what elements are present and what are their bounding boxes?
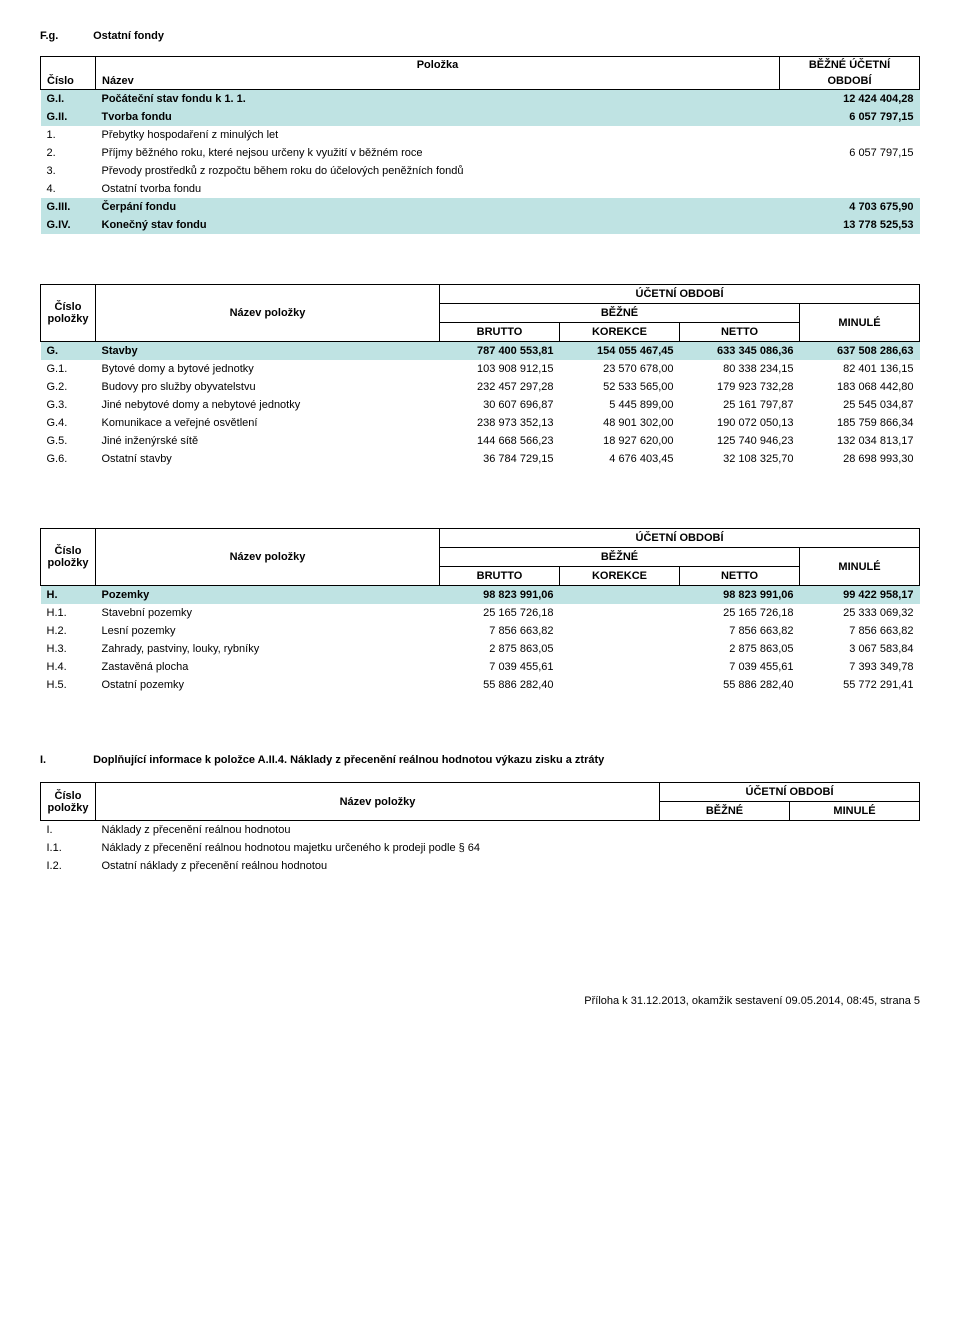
section-code: F.g. [40,30,90,42]
table-row: I.2.Ostatní náklady z přecenění reálnou … [41,857,920,875]
table-row: G.3.Jiné nebytové domy a nebytové jednot… [41,396,920,414]
table-row: I.Náklady z přecenění reálnou hodnotou [41,821,920,840]
table-pozemky: Číslopoložky Název položky ÚČETNÍ OBDOBÍ… [40,528,920,694]
table-row: H.5.Ostatní pozemky55 886 282,4055 886 2… [41,676,920,694]
table-row: G.IV.Konečný stav fondu13 778 525,53 [41,216,920,234]
table-row: I.1.Náklady z přecenění reálnou hodnotou… [41,839,920,857]
table-row: H.3.Zahrady, pastviny, louky, rybníky2 8… [41,640,920,658]
table-row: 4.Ostatní tvorba fondu [41,180,920,198]
table-fondy: Číslo Položka BĚŽNÉ ÚČETNÍ Název OBDOBÍ … [40,56,920,234]
table-row: H.2.Lesní pozemky7 856 663,827 856 663,8… [41,622,920,640]
section-title: Ostatní fondy [93,30,164,42]
table-row: H.1.Stavební pozemky25 165 726,1825 165 … [41,604,920,622]
page-footer: Příloha k 31.12.2013, okamžik sestavení … [40,995,920,1007]
col-nazev: Název [102,75,134,87]
table-row: 2.Příjmy běžného roku, které nejsou urče… [41,144,920,162]
table-row: G.5.Jiné inženýrské sítě144 668 566,2318… [41,432,920,450]
table-row: H.4.Zastavěná plocha7 039 455,617 039 45… [41,658,920,676]
table-row: 3.Převody prostředků z rozpočtu během ro… [41,162,920,180]
table-row: G.6.Ostatní stavby36 784 729,154 676 403… [41,450,920,468]
col-polozka: Položka [417,59,459,71]
table-row: G.1.Bytové domy a bytové jednotky103 908… [41,360,920,378]
table-row: 1.Přebytky hospodaření z minulých let [41,126,920,144]
table-row: G.4.Komunikace a veřejné osvětlení238 97… [41,414,920,432]
table-stavby: Číslopoložky Název položky ÚČETNÍ OBDOBÍ… [40,284,920,468]
table-row: G.I.Počáteční stav fondu k 1. 1.12 424 4… [41,90,920,109]
table-row: G.II.Tvorba fondu6 057 797,15 [41,108,920,126]
table-row: H.Pozemky98 823 991,0698 823 991,0699 42… [41,586,920,605]
col-obdobi-2: OBDOBÍ [828,75,872,87]
table-row: G.III.Čerpání fondu4 703 675,90 [41,198,920,216]
table-row: G.2.Budovy pro služby obyvatelstvu232 45… [41,378,920,396]
table-sectioni: Číslopoložky Název položky ÚČETNÍ OBDOBÍ… [40,782,920,875]
col-obdobi-1: BĚŽNÉ ÚČETNÍ [809,59,890,71]
section-i-heading: I. Doplňující informace k položce A.II.4… [40,754,920,766]
section-header: F.g. Ostatní fondy [40,30,920,42]
table-row: G.Stavby787 400 553,81154 055 467,45633 … [41,342,920,361]
col-cislo: Číslo [47,75,74,87]
